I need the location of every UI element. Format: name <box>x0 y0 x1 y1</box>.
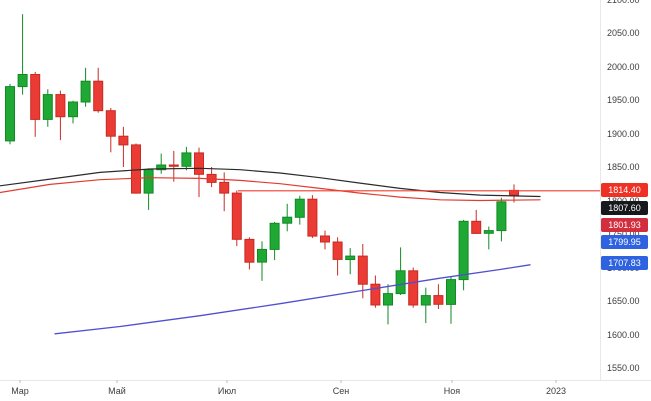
candle-body <box>420 295 431 306</box>
candle-body <box>471 220 482 234</box>
candle-body <box>181 152 192 167</box>
candle-body <box>5 86 15 142</box>
candle-body <box>370 283 381 306</box>
candle-body <box>105 110 116 137</box>
candle-body <box>458 220 469 281</box>
candle-body <box>68 101 78 118</box>
candle-body <box>156 164 167 171</box>
candle-body <box>307 198 318 237</box>
candle-body <box>294 198 305 218</box>
candle-body <box>168 164 179 167</box>
candle-body <box>219 181 230 194</box>
candle-body <box>332 241 343 260</box>
candle-body <box>80 80 91 103</box>
candle-body <box>143 169 154 194</box>
candle-body <box>131 144 141 194</box>
ma-line-red <box>0 177 541 202</box>
candle-body <box>446 279 456 305</box>
ma-line-blue <box>54 264 531 335</box>
candle-body <box>55 94 66 118</box>
candle-body <box>17 74 28 88</box>
ma-line-dark <box>0 167 541 198</box>
candle-body <box>257 248 267 263</box>
candle-body <box>194 152 204 175</box>
candle-body <box>30 74 41 120</box>
candle-body <box>118 135 129 146</box>
candle-body <box>269 222 280 250</box>
candle-body <box>231 192 242 240</box>
candle-body <box>345 255 356 261</box>
candle-body <box>395 270 406 295</box>
candle-body <box>433 295 444 305</box>
candle-body <box>320 235 330 243</box>
candle-body <box>244 238 255 263</box>
candle-body <box>282 216 293 224</box>
candle-body <box>357 255 368 285</box>
candle-body <box>483 230 494 234</box>
candle-body <box>496 201 507 232</box>
candle-body <box>408 270 419 306</box>
candle-body <box>93 80 104 112</box>
candle-body <box>383 293 393 306</box>
candle-body <box>42 94 53 120</box>
